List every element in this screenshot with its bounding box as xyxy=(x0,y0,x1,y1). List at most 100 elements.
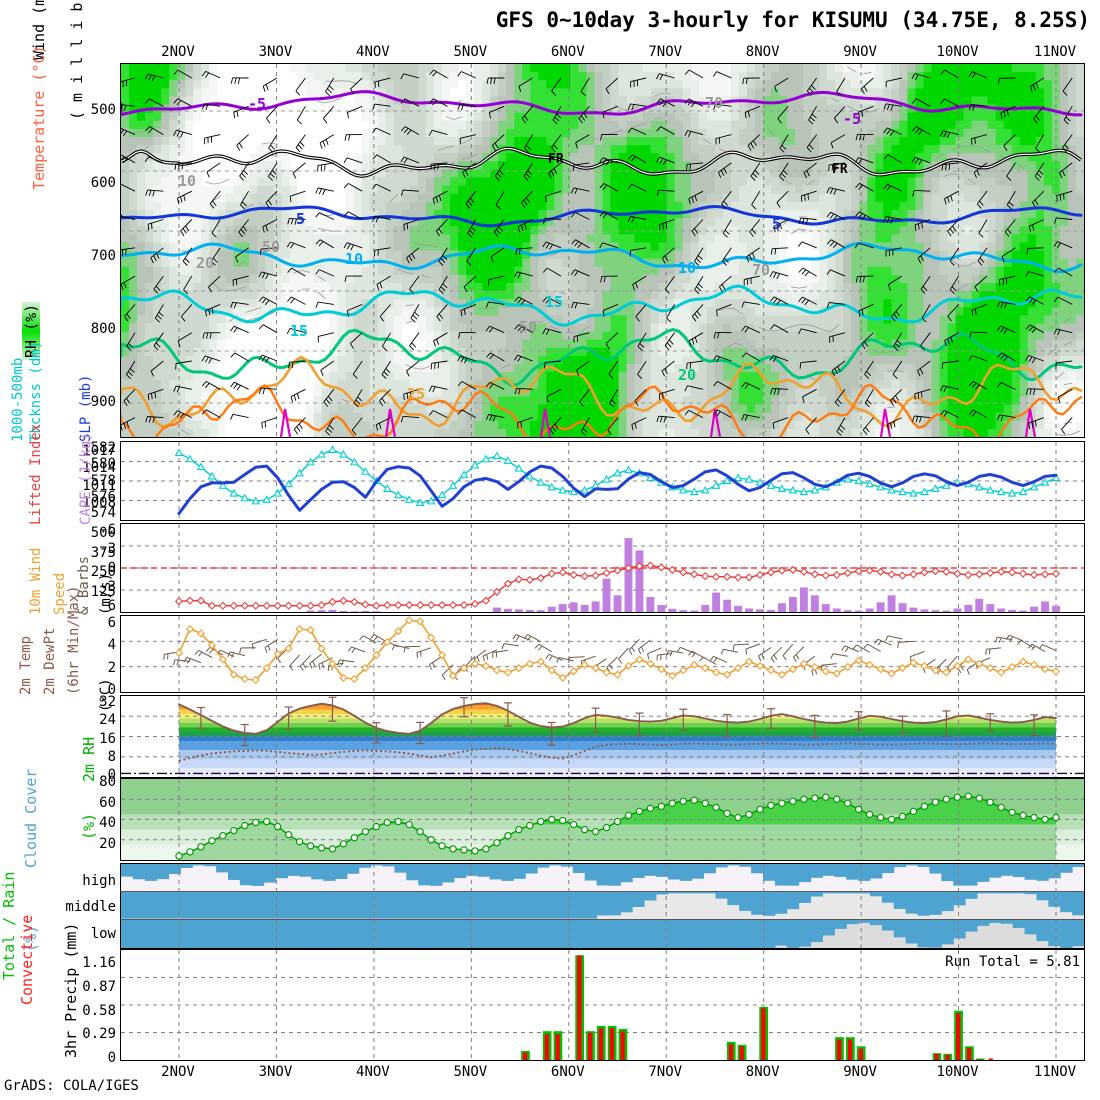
precip-panel[interactable] xyxy=(120,949,1085,1061)
run-total-text: Run Total = 5.81 xyxy=(945,954,1080,970)
date-label-6nov: 6NOV xyxy=(550,1064,585,1080)
contour-label: 20 xyxy=(196,254,215,272)
p5ticks-tick: 8 xyxy=(107,748,116,765)
cloud-cover-panel[interactable] xyxy=(120,863,1085,949)
p1ticks-tick: 900 xyxy=(90,394,116,410)
date-label-9nov: 9NOV xyxy=(843,1064,877,1080)
p6ticks-tick: 60 xyxy=(99,794,116,811)
freezing-level-label: FR xyxy=(548,152,564,167)
date-label-10nov: 10NOV xyxy=(936,44,979,60)
contour-label: 50 xyxy=(519,318,538,336)
date-label-9nov: 9NOV xyxy=(843,44,877,60)
temp2m-label-1: 2m Temp xyxy=(18,635,34,695)
contour-label: 70 xyxy=(752,261,771,279)
contour-label: 15 xyxy=(290,322,309,340)
p8ticks-tick: 0.29 xyxy=(82,1026,116,1043)
contour-label: 50 xyxy=(262,238,281,256)
contour-label: 10 xyxy=(678,259,697,277)
p4ticks-tick: 0 xyxy=(107,682,116,698)
p5ticks-tick: 0 xyxy=(107,767,116,783)
p5ticks-tick: 24 xyxy=(99,712,116,729)
contour-label: 10 xyxy=(178,172,197,190)
li-cape-panel[interactable] xyxy=(120,523,1085,613)
cloud-row-middle: middle xyxy=(65,899,116,915)
p4ticks-tick: 4 xyxy=(107,637,116,654)
date-label-5nov: 5NOV xyxy=(453,1064,488,1080)
lifted-index-label: Lifted Index xyxy=(28,423,44,525)
p1ticks-tick: 600 xyxy=(90,175,116,191)
wind10m-panel[interactable] xyxy=(120,615,1085,693)
p2ticksL-tick: 574 xyxy=(90,505,116,521)
p8ticks-tick: 0 xyxy=(107,1050,116,1066)
thickness-label-1000500: 1000-500mb xyxy=(10,357,26,442)
date-label-2nov: 2NOV xyxy=(161,1064,195,1080)
p3ticksL-tick: -3 xyxy=(99,541,116,557)
date-label-4nov: 4NOV xyxy=(356,1064,390,1080)
date-label-10nov: 10NOV xyxy=(936,1064,979,1080)
date-label-3nov: 3NOV xyxy=(258,44,293,60)
contour-label: -5 xyxy=(248,95,267,113)
p2ticksL-tick: 578 xyxy=(90,472,116,489)
contour-label: 5 xyxy=(296,210,306,228)
freezing-level-label: FR xyxy=(832,162,848,177)
upper-air-panel[interactable] xyxy=(120,63,1085,438)
contour-label: -5 xyxy=(843,110,862,128)
date-label-6nov: 6NOV xyxy=(550,44,585,60)
p3ticksL-tick: -6 xyxy=(99,522,116,538)
footer-credit: GrADS: COLA/IGES xyxy=(4,1078,139,1094)
date-label-11nov: 11NOV xyxy=(1033,44,1077,60)
thickness-slp-panel[interactable] xyxy=(120,441,1085,521)
p6ticks-tick: 20 xyxy=(99,836,116,852)
contour-label: 10 xyxy=(345,250,364,268)
p5ticks-tick: 16 xyxy=(99,730,116,747)
temp2m-panel[interactable] xyxy=(120,695,1085,778)
temp2m-label-2: 2m DewPt xyxy=(42,627,58,695)
p1ticks-tick: 700 xyxy=(90,248,116,264)
cape-label: CAPE (J/kg) xyxy=(78,432,94,525)
page-title: GFS 0~10day 3-hourly for KISUMU (34.75E,… xyxy=(495,8,1090,32)
p2ticksL-tick: 576 xyxy=(90,488,116,505)
contour-label: 15 xyxy=(545,293,564,311)
p4ticks-tick: 6 xyxy=(107,615,116,631)
p1ticks-tick: 500 xyxy=(90,102,116,118)
date-label-7nov: 7NOV xyxy=(648,1064,683,1080)
cloud-row-high: high xyxy=(82,873,116,889)
p2ticksL-tick: 582 xyxy=(90,440,116,456)
cloud-label-1: Cloud Cover xyxy=(22,768,40,868)
p2ticksR-tick: 1011 xyxy=(82,477,116,494)
p2ticksR-tick: 1008 xyxy=(82,495,116,511)
date-label-8nov: 8NOV xyxy=(745,44,780,60)
wind10m-label-1: 10m Wind xyxy=(28,547,44,615)
p4ticks-tick: 2 xyxy=(107,659,116,676)
p5ticks-tick: 32 xyxy=(99,694,116,710)
p3ticksR-tick: 250 xyxy=(90,564,116,581)
date-label-5nov: 5NOV xyxy=(453,44,488,60)
date-label-11nov: 11NOV xyxy=(1033,1064,1077,1080)
p3ticksL-tick: 6 xyxy=(107,598,116,614)
contour-label: 20 xyxy=(678,366,697,384)
contour-label: 70 xyxy=(705,94,724,112)
cloud-row-low: low xyxy=(90,926,116,942)
p8ticks-tick: 1.16 xyxy=(82,955,116,971)
p2ticksR-tick: 1017 xyxy=(82,443,116,459)
temp2m-label-3: (6hr Min/Max) xyxy=(66,585,82,695)
contour-label: 5 xyxy=(772,215,782,233)
p8ticks-tick: 0.58 xyxy=(82,1002,116,1019)
p2ticksL-tick: 580 xyxy=(90,456,116,473)
p1ticks-tick: 800 xyxy=(90,321,116,337)
date-label-7nov: 7NOV xyxy=(648,44,683,60)
p3ticksR-tick: 375 xyxy=(90,544,116,561)
p8ticks-tick: 0.87 xyxy=(82,978,116,995)
date-label-3nov: 3NOV xyxy=(258,1064,293,1080)
wind10m-label-4: (m/s) xyxy=(98,572,114,615)
date-label-4nov: 4NOV xyxy=(356,44,390,60)
date-label-8nov: 8NOV xyxy=(745,1064,780,1080)
p6ticks-tick: 80 xyxy=(99,774,116,790)
contour-label: 25 xyxy=(407,385,426,403)
date-label-2nov: 2NOV xyxy=(161,44,195,60)
p3ticksL-tick: 0 xyxy=(107,560,116,576)
p6ticks-tick: 40 xyxy=(99,815,116,832)
rh2m-panel[interactable] xyxy=(120,778,1085,861)
p3ticksL-tick: 3 xyxy=(107,579,116,595)
